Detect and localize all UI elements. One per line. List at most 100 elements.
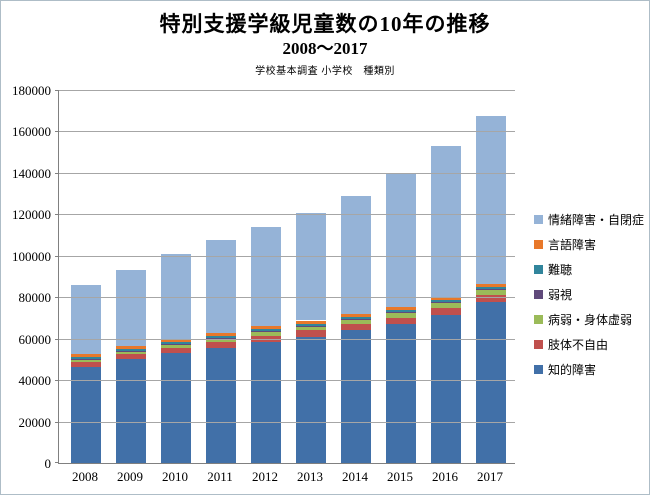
bar-segment (116, 351, 146, 355)
y-axis-tick (55, 214, 59, 216)
bar-segment (341, 323, 371, 331)
bar-segment (431, 299, 461, 303)
legend-label: 知的障害 (548, 363, 597, 377)
chart-note: 学校基本調査 小学校 種類別 (255, 65, 395, 77)
bar-segment (341, 195, 371, 314)
bar-segment (431, 308, 461, 315)
y-axis-tick (55, 131, 59, 133)
y-axis-label: 160000 (12, 124, 51, 140)
bar-segment (161, 347, 191, 354)
bar-segment (251, 329, 281, 332)
bar-segment (251, 331, 281, 333)
bar-segment (431, 314, 461, 463)
bar-segment (476, 286, 506, 290)
y-axis-tick (55, 90, 59, 91)
bar-segment (341, 319, 371, 324)
legend-label: 弱視 (548, 288, 573, 302)
bar-segment (386, 324, 416, 463)
legend: 情緒障害・自閉症 言語障害 難聴 弱視 病弱・身体虚弱 肢体不自由 知的障害 (534, 207, 644, 382)
bar-segment (206, 336, 236, 339)
bar-segment (476, 302, 506, 463)
gridline (59, 338, 515, 340)
legend-label: 言語障害 (548, 238, 597, 252)
legend-item: 病弱・身体虚弱 (534, 307, 644, 332)
bar-segment (386, 312, 416, 314)
y-axis-tick (55, 297, 59, 299)
y-axis-label: 40000 (18, 373, 52, 389)
gridline (59, 421, 515, 423)
bar-segment (476, 289, 506, 291)
y-axis-tick (55, 421, 59, 423)
x-axis-label: 2016 (432, 469, 458, 484)
bar-segment (296, 213, 326, 321)
bar-segment (251, 326, 281, 330)
chart-header: 特別支援学級児童数の10年の推移 2008〜2017 学校基本調査 小学校 種類… (1, 1, 649, 77)
bar-segment (116, 348, 146, 351)
legend-swatch-icon (534, 365, 543, 374)
bar-segment (296, 330, 326, 337)
legend-item: 弱視 (534, 282, 644, 307)
gridline (59, 380, 515, 382)
chart-subtitle: 2008〜2017 (282, 39, 368, 59)
bar-segment (296, 323, 326, 326)
gridline (59, 90, 515, 91)
x-axis-label: 2008 (72, 469, 98, 484)
y-axis-label: 0 (44, 456, 52, 471)
bar-segment (476, 290, 506, 296)
bar-segment (116, 270, 146, 347)
bar-segment (71, 284, 101, 354)
legend-swatch-icon (534, 215, 543, 224)
x-axis-label: 2011 (207, 469, 233, 484)
x-axis-label: 2010 (162, 469, 188, 484)
legend-swatch-icon (534, 315, 543, 324)
legend-label: 難聴 (548, 263, 573, 277)
bar-segment (386, 306, 416, 311)
bar-segment (296, 325, 326, 327)
y-axis-tick (55, 172, 59, 174)
y-axis-label: 100000 (12, 248, 51, 264)
x-axis-label: 2015 (387, 469, 413, 484)
gridline (59, 214, 515, 216)
bar-segment (341, 313, 371, 317)
x-axis-label: 2013 (297, 469, 323, 484)
bar-segment (71, 366, 101, 463)
plot-area (55, 90, 515, 464)
bar-segment (431, 296, 461, 300)
bar-segment (341, 316, 371, 320)
bar-segment (116, 346, 146, 349)
legend-item: 知的障害 (534, 357, 644, 382)
y-axis-tick (55, 380, 59, 382)
bar-segment (206, 338, 236, 339)
bar-segment (341, 319, 371, 320)
legend-label: 肢体不自由 (548, 338, 609, 352)
bar-segment (251, 341, 281, 463)
legend-swatch-icon (534, 240, 543, 249)
legend-item: 言語障害 (534, 232, 644, 257)
x-axis-label: 2012 (252, 469, 278, 484)
bar-segment (161, 353, 191, 463)
bar-segment (476, 283, 506, 287)
y-axis-tick (55, 255, 59, 257)
x-axis-label: 2009 (117, 469, 143, 484)
bar-segment (386, 173, 416, 307)
bar-segment (206, 342, 236, 348)
bar-segment (116, 359, 146, 463)
gridline (59, 131, 515, 133)
bar-segment (71, 353, 101, 357)
legend-item: 肢体不自由 (534, 332, 644, 357)
bar-segment (161, 339, 191, 342)
bar-segment (386, 310, 416, 313)
x-axis-label: 2017 (477, 469, 503, 484)
bar-segment (206, 348, 236, 463)
y-axis-label: 180000 (12, 83, 51, 98)
bar-segment (161, 341, 191, 344)
bar-segment (476, 116, 506, 284)
bar-segment (386, 313, 416, 318)
gridline (59, 172, 515, 174)
gridline (59, 297, 515, 299)
bar-segment (161, 344, 191, 348)
bar-segment (296, 326, 326, 331)
gridline (59, 255, 515, 257)
chart-title: 特別支援学級児童数の10年の推移 (159, 12, 491, 36)
legend-item: 難聴 (534, 257, 644, 282)
